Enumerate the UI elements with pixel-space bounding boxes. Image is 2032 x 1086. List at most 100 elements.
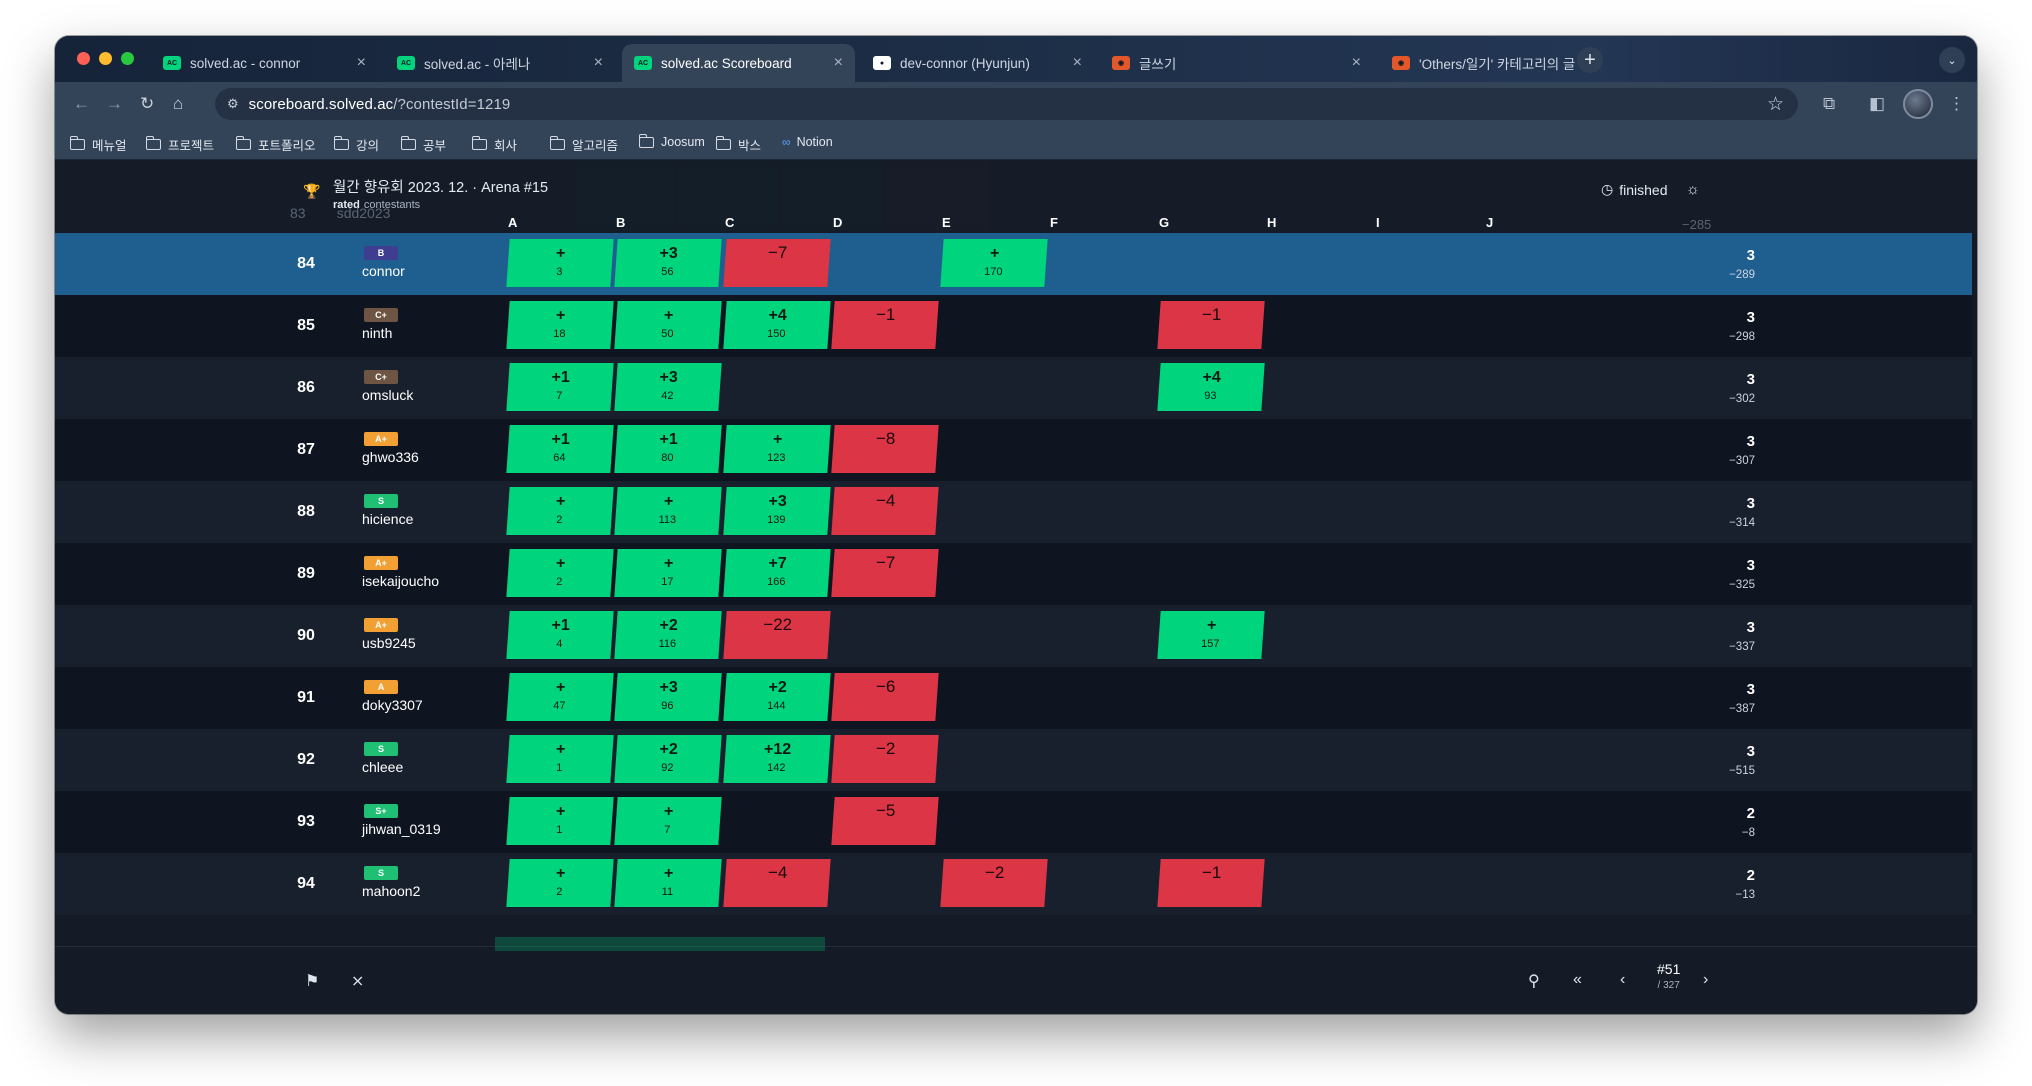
next-page-icon[interactable]: › — [1703, 971, 1709, 988]
problem-cell-a[interactable]: +18 — [506, 301, 614, 349]
user-handle[interactable]: ghwo336 — [362, 449, 419, 465]
prev-page-icon[interactable]: ‹ — [1620, 971, 1626, 988]
user-handle[interactable]: isekaijoucho — [362, 573, 440, 589]
problem-header-e[interactable]: E — [942, 215, 951, 230]
user-handle[interactable]: omsluck — [362, 387, 414, 403]
bookmark-item[interactable]: 공부 — [400, 135, 446, 154]
problem-cell-b[interactable]: +3 96 — [614, 673, 722, 721]
problem-cell-g[interactable]: +157 — [1157, 611, 1265, 659]
tab-search-button[interactable]: ⌄ — [1939, 47, 1965, 73]
problem-cell-c[interactable]: −22 — [723, 611, 831, 659]
problem-header-h[interactable]: H — [1267, 215, 1277, 230]
user-handle[interactable]: doky3307 — [362, 697, 423, 713]
bookmark-star-icon[interactable]: ☆ — [1766, 94, 1784, 115]
tab-1[interactable]: AC solved.ac - connor × — [151, 44, 378, 82]
scoreboard-row[interactable]: 85 C+ ninth +18 +50 +4 150 −1 −1 3 −298 — [55, 295, 1972, 357]
bookmark-item[interactable]: 알고리즘 — [549, 135, 618, 154]
scoreboard-row[interactable]: 89 A+ isekaijoucho +2 +17 +7 166 −7 3 −325 — [55, 543, 1972, 605]
problem-cell-g[interactable]: +4 93 — [1157, 363, 1265, 411]
problem-cell-c[interactable]: −7 — [723, 239, 831, 287]
forward-button[interactable]: → — [106, 94, 123, 113]
problem-header-i[interactable]: I — [1376, 215, 1380, 230]
problem-cell-a[interactable]: +2 — [506, 487, 614, 535]
problem-cell-a[interactable]: +2 — [506, 549, 614, 597]
problem-header-b[interactable]: B — [616, 215, 626, 230]
side-panel-icon[interactable]: ◧ — [1869, 94, 1886, 113]
problem-cell-b[interactable]: +50 — [614, 301, 722, 349]
address-bar[interactable]: ⚙ scoreboard.solved.ac/?contestId=1219 ☆ — [215, 88, 1798, 120]
problem-cell-a[interactable]: +2 — [506, 859, 614, 907]
problem-cell-b[interactable]: +3 56 — [614, 239, 722, 287]
theme-toggle-icon[interactable]: ☼ — [1686, 181, 1700, 198]
user-handle[interactable]: chleee — [362, 759, 404, 775]
problem-cell-d[interactable]: −6 — [831, 673, 939, 721]
problem-cell-c[interactable]: +4 150 — [723, 301, 831, 349]
problem-cell-d[interactable]: −2 — [831, 735, 939, 783]
bookmark-item[interactable]: 메뉴얼 — [69, 135, 127, 154]
user-handle[interactable]: jihwan_0319 — [362, 821, 441, 837]
problem-cell-b[interactable]: +7 — [614, 797, 722, 845]
problem-cell-a[interactable]: +1 — [506, 735, 614, 783]
problem-cell-b[interactable]: +1 80 — [614, 425, 722, 473]
problem-header-d[interactable]: D — [833, 215, 843, 230]
hide-user-icon[interactable]: ⨯ — [351, 973, 365, 990]
user-handle[interactable]: ninth — [362, 325, 393, 341]
problem-cell-c[interactable]: +12 142 — [723, 735, 831, 783]
scoreboard-row[interactable]: 87 A+ ghwo336 +1 64 +1 80 +123 −8 3 −307 — [55, 419, 1972, 481]
minimize-window-button[interactable] — [99, 52, 112, 65]
user-handle[interactable]: connor — [362, 263, 405, 279]
home-button[interactable]: ⌂ — [173, 94, 184, 113]
problem-cell-d[interactable]: −1 — [831, 301, 939, 349]
new-tab-button[interactable]: + — [1577, 47, 1603, 73]
bookmark-item[interactable]: Joosum — [638, 133, 705, 149]
user-handle[interactable]: hicience — [362, 511, 414, 527]
close-tab-icon[interactable]: × — [1072, 54, 1082, 71]
find-me-icon[interactable]: ⚲ — [1528, 973, 1540, 990]
problem-cell-a[interactable]: +1 7 — [506, 363, 614, 411]
reload-button[interactable]: ↻ — [140, 94, 155, 113]
problem-cell-a[interactable]: +1 — [506, 797, 614, 845]
problem-header-c[interactable]: C — [725, 215, 735, 230]
problem-cell-a[interactable]: +1 4 — [506, 611, 614, 659]
problem-cell-c[interactable]: +7 166 — [723, 549, 831, 597]
problem-cell-a[interactable]: +47 — [506, 673, 614, 721]
problem-cell-g[interactable]: −1 — [1157, 301, 1265, 349]
problem-cell-g[interactable]: −1 — [1157, 859, 1265, 907]
problem-cell-b[interactable]: +113 — [614, 487, 722, 535]
back-button[interactable]: ← — [73, 94, 90, 113]
extensions-icon[interactable]: ⧉ — [1823, 94, 1836, 113]
bookmark-item[interactable]: 회사 — [471, 135, 517, 154]
maximize-window-button[interactable] — [121, 52, 134, 65]
close-tab-icon[interactable]: × — [833, 54, 843, 71]
profile-avatar[interactable] — [1903, 89, 1933, 119]
bookmark-item[interactable]: ∞ Notion — [782, 135, 833, 149]
problem-cell-c[interactable]: +3 139 — [723, 487, 831, 535]
problem-header-f[interactable]: F — [1050, 215, 1058, 230]
tab-3[interactable]: AC solved.ac Scoreboard × — [622, 44, 855, 82]
problem-header-j[interactable]: J — [1486, 215, 1494, 230]
flag-icon[interactable]: ⚑ — [305, 973, 320, 990]
bookmark-item[interactable]: 강의 — [333, 135, 379, 154]
user-handle[interactable]: usb9245 — [362, 635, 416, 651]
scoreboard-row[interactable]: 90 A+ usb9245 +1 4 +2 116 −22 +157 3 −337 — [55, 605, 1972, 667]
problem-cell-a[interactable]: +3 — [506, 239, 614, 287]
problem-cell-d[interactable]: −4 — [831, 487, 939, 535]
tab-2[interactable]: AC solved.ac - 아레나 × — [385, 44, 615, 82]
problem-cell-b[interactable]: +3 42 — [614, 363, 722, 411]
tab-5[interactable]: ◉ 글쓰기 × — [1100, 44, 1373, 82]
problem-cell-b[interactable]: +11 — [614, 859, 722, 907]
problem-cell-b[interactable]: +2 92 — [614, 735, 722, 783]
first-page-icon[interactable]: « — [1573, 971, 1582, 988]
close-tab-icon[interactable]: × — [1351, 54, 1361, 71]
bookmark-item[interactable]: 박스 — [715, 135, 761, 154]
scoreboard-row[interactable]: 86 C+ omsluck +1 7 +3 42 +4 93 3 −302 — [55, 357, 1972, 419]
problem-cell-c[interactable]: +123 — [723, 425, 831, 473]
problem-cell-d[interactable]: −5 — [831, 797, 939, 845]
problem-header-g[interactable]: G — [1159, 215, 1170, 230]
problem-cell-b[interactable]: +2 116 — [614, 611, 722, 659]
